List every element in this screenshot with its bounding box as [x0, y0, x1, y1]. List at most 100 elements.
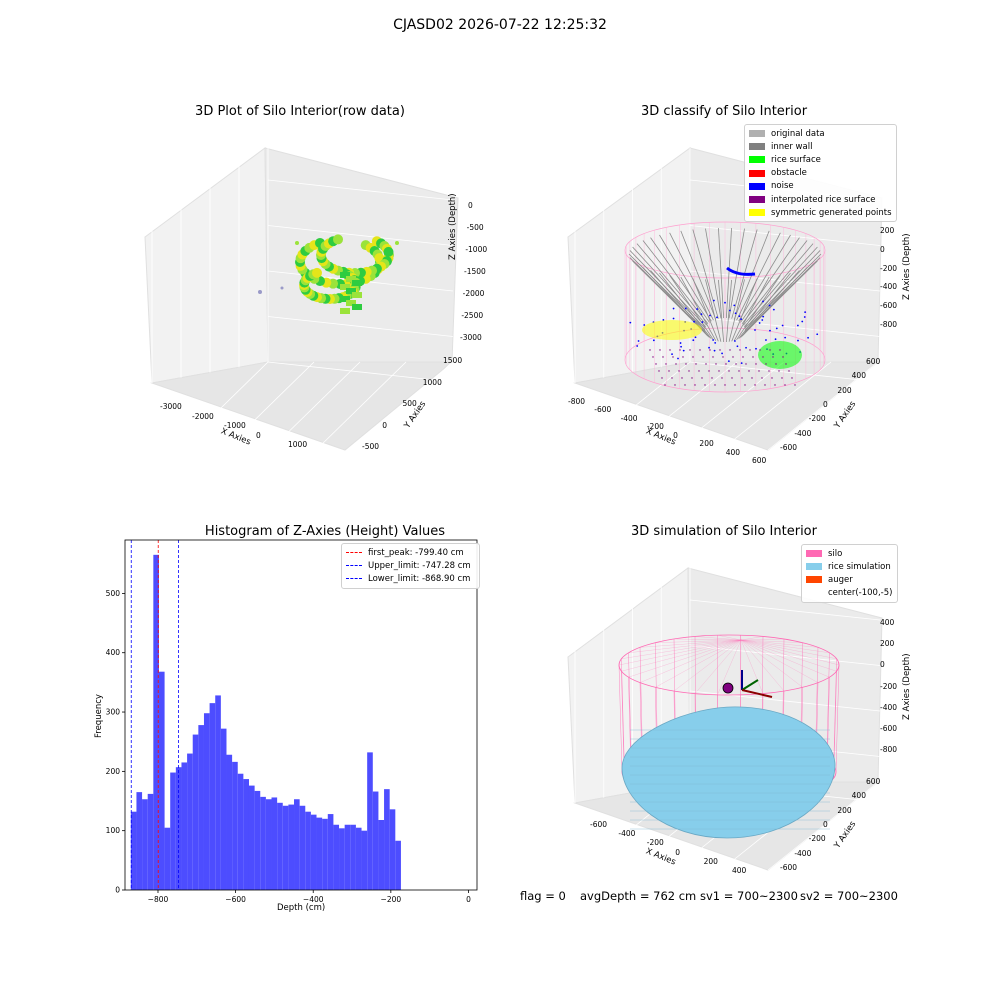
histogram-bar: [130, 811, 137, 890]
histogram-bar: [378, 820, 385, 890]
figure-title: CJASD02 2026-07-22 12:25:32: [393, 17, 607, 33]
histogram-bar: [384, 789, 390, 890]
y-tick-label: 400: [851, 791, 866, 801]
legend-swatch: [749, 130, 765, 138]
z-tick-label: -1500: [464, 267, 486, 276]
histogram-bar: [164, 827, 171, 890]
histogram-bar: [322, 818, 328, 890]
y-tick-label: 200: [106, 767, 121, 776]
histogram-bar: [254, 790, 261, 890]
y-tick-label: 0: [823, 820, 828, 829]
histogram-bar: [147, 793, 154, 890]
panel4-title: 3D simulation of Silo Interior: [631, 524, 817, 539]
legend-entry: rice surface: [749, 153, 892, 166]
histogram-bar: [170, 772, 176, 890]
z-tick-label: 400: [880, 618, 895, 627]
y-tick-label: 400: [851, 371, 866, 381]
x-tick-label: 0: [673, 430, 678, 440]
legend-entry: auger: [806, 573, 893, 586]
legend-entry: interpolated rice surface: [749, 193, 892, 206]
legend-label: rice simulation: [828, 561, 891, 572]
histogram-bar: [271, 797, 278, 890]
y-tick-label: -500: [362, 442, 380, 451]
status-flag: flag = 0: [520, 889, 566, 903]
legend-label: rice surface: [771, 154, 821, 165]
legend-entry: original data: [749, 127, 892, 140]
z-tick-label: -400: [880, 702, 898, 712]
x-tick-label: -600: [590, 820, 608, 829]
legend-swatch: [806, 563, 822, 571]
y-tick-label: -200: [808, 834, 826, 844]
z-tick-label: 200: [880, 226, 895, 235]
legend-line-sample: [346, 578, 362, 580]
y-tick-label: 1500: [443, 356, 463, 365]
y-tick-label: 0: [382, 420, 388, 430]
status-sv2: sv2 = 700~2300: [800, 889, 898, 903]
histogram-bar: [395, 840, 401, 890]
z-tick-label: -400: [880, 282, 898, 292]
y-tick-label: 300: [106, 708, 121, 717]
legend-entry: obstacle: [749, 167, 892, 180]
z-tick-label: -200: [880, 681, 898, 691]
y-tick-label: 1000: [422, 377, 442, 387]
legend-entry: center(-100,-5): [806, 587, 893, 600]
x-tick-label: -400: [618, 829, 636, 839]
histogram-bar: [344, 824, 351, 890]
legend-label: interpolated rice surface: [771, 194, 876, 205]
histogram-bar: [260, 796, 266, 890]
x-tick-label: -3000: [160, 402, 182, 411]
y-tick-label: 400: [106, 648, 121, 657]
panel2-legend: original data inner wall rice surface obsta…: [744, 124, 897, 223]
x-tick-label: -200: [646, 838, 664, 848]
histogram-bar: [243, 779, 249, 890]
x-tick-label: −400: [303, 895, 324, 904]
panel1-title: 3D Plot of Silo Interior(row data): [195, 104, 405, 119]
panel4-legend: silo rice simulation auger center(-100,-5): [801, 544, 898, 603]
y-tick-label: 0: [823, 400, 828, 409]
histogram-y-label: Frequency: [94, 694, 104, 738]
legend-label: center(-100,-5): [828, 588, 893, 599]
x-tick-label: 0: [675, 847, 680, 857]
x-tick-label: 1000: [288, 440, 308, 449]
histogram-bar: [265, 799, 272, 890]
x-tick-label: 400: [725, 447, 741, 457]
histogram-bar: [305, 811, 311, 890]
legend-swatch: [806, 590, 822, 597]
z-tick-label: 0: [880, 244, 885, 254]
x-tick-label: -600: [594, 405, 612, 415]
histogram-bar: [153, 554, 159, 890]
histogram-bar: [310, 814, 317, 890]
legend-label: Lower_limit: -868.90 cm: [368, 573, 471, 584]
legend-entry: inner wall: [749, 140, 892, 153]
legend-swatch: [806, 576, 822, 584]
x-tick-label: −600: [225, 895, 246, 904]
x-tick-label: 200: [699, 439, 714, 449]
status-sv1: sv1 = 700~2300: [700, 889, 798, 903]
histogram-bar: [136, 792, 143, 890]
z-tick-label: -500: [466, 223, 484, 232]
panel3-title: Histogram of Z-Axies (Height) Values: [204, 524, 446, 539]
plot-frame: [124, 539, 478, 891]
x-tick-label: −800: [148, 895, 169, 904]
histogram-bar: [282, 805, 289, 890]
legend-swatch: [806, 550, 822, 558]
x-tick-label: -2000: [192, 411, 214, 421]
legend-swatch: [749, 143, 765, 151]
legend-entry: Upper_limit: -747.28 cm: [346, 559, 475, 572]
histogram-bar: [209, 703, 216, 890]
panel2-title: 3D classify of Silo Interior: [640, 104, 808, 119]
legend-label: original data: [771, 128, 825, 139]
z-tick-label: -800: [880, 745, 898, 754]
legend-entry: silo: [806, 547, 893, 560]
x-tick-label: 400: [732, 866, 747, 875]
z-tick-label: -2500: [461, 311, 484, 320]
z-tick-label: 0: [468, 201, 473, 210]
legend-swatch: [749, 209, 765, 217]
histogram-bar: [333, 824, 340, 890]
x-tick-label: 600: [752, 456, 767, 465]
z-tick-label: -2000: [462, 289, 485, 298]
x-tick-label: -800: [568, 397, 586, 406]
histogram-bar: [248, 785, 255, 890]
z-tick-label: -800: [880, 320, 898, 329]
